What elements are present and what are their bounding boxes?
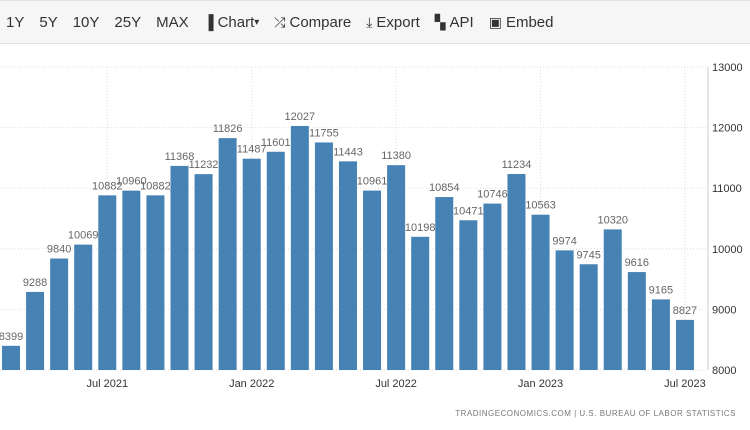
data-label: 11232 [189,159,219,171]
toolbar-label: MAX [156,13,189,31]
grid-icon: ▚ [434,13,446,30]
data-label: 10961 [357,176,388,188]
data-label: 10563 [525,200,556,212]
bar [338,161,357,370]
bar [242,158,261,370]
bar [507,174,526,370]
bar [194,174,213,370]
bar [290,125,309,370]
bar [459,220,478,370]
toolbar-export-button[interactable]: ⤓ Export [366,14,420,31]
bar [387,165,406,370]
x-tick-label: Jul 2021 [86,378,128,390]
toolbar-label: 5Y [39,13,58,31]
data-label: 10882 [92,180,123,192]
bar [314,142,333,370]
bar [363,190,382,370]
download-icon: ⤓ [366,13,373,30]
y-tick-label: 10000 [712,244,743,256]
data-label: 10882 [140,180,171,192]
data-label: 8399 [0,331,23,343]
data-label: 10320 [597,214,628,226]
data-label: 9840 [47,243,71,255]
toolbar-label: Chart [217,13,255,31]
toolbar-label: API [449,13,474,31]
bar [266,151,285,370]
toolbar-label: 1Y [6,13,25,31]
data-label: 10069 [68,230,99,242]
bar [146,195,165,370]
bar [435,197,454,370]
toolbar-embed-button[interactable]: ▣ Embed [489,14,554,31]
bar [675,319,694,370]
y-tick-label: 8000 [712,365,736,377]
toolbar-10y-button[interactable]: 10Y [73,14,100,31]
toolbar-25y-button[interactable]: 25Y [114,14,141,31]
data-label: 9288 [23,277,47,289]
bar [531,214,550,370]
toolbar-max-button[interactable]: MAX [156,14,189,31]
data-label: 10746 [477,189,508,201]
bar [2,345,20,370]
bar [170,165,189,370]
y-tick-label: 12000 [712,123,743,135]
bar [26,291,45,370]
toolbar-label: Embed [505,13,554,31]
data-label: 11601 [261,137,291,149]
data-label: 9974 [552,235,576,247]
shuffle-icon: ⤮ [274,13,286,30]
data-label: 9165 [649,284,673,296]
source-credit: TRADINGECONOMICS.COM | U.S. BUREAU OF LA… [455,409,736,418]
toolbar: 1Y 5Y 10Y 25Y MAX ▐ Chart ▾ ⤮ Compare ⤓ Export ▚ API… [0,0,750,44]
data-label: 11826 [213,123,243,135]
toolbar-5y-button[interactable]: 5Y [39,14,57,31]
bar [74,244,93,370]
data-label: 11443 [333,146,363,158]
x-tick-label: Jul 2023 [664,378,706,390]
caret-down-icon: ▾ [254,16,260,28]
bar [483,203,502,370]
bar-chart: 8000 9000 10000 11000 12000 13000 Jul 2021 Jan … [0,62,743,390]
data-label: 9616 [625,257,649,269]
data-label: 9745 [576,249,600,261]
y-tick-label: 11000 [712,183,742,195]
bar [603,229,622,370]
data-label: 10854 [429,182,460,194]
toolbar-label: Compare [289,13,352,31]
data-label: 8827 [673,305,697,317]
data-label: 11487 [237,144,267,156]
data-label: 11380 [381,150,411,162]
bar [50,258,69,370]
toolbar-label: 10Y [72,13,100,31]
bar [98,195,117,370]
x-tick-label: Jan 2023 [518,378,563,390]
bar [651,299,670,370]
toolbar-label: Export [376,13,420,31]
bar [579,264,598,370]
y-tick-label: 9000 [712,304,736,316]
bar [411,236,430,370]
y-tick-label: 13000 [712,62,743,74]
data-label: 10471 [453,205,484,217]
data-label: 11234 [502,159,532,171]
data-label: 12027 [285,111,316,123]
bar-chart-icon: ▐ [203,14,214,30]
bar [627,272,646,370]
data-label: 10960 [116,176,147,188]
toolbar-api-button[interactable]: ▚ API [435,14,474,31]
x-tick-label: Jan 2022 [229,378,274,390]
toolbar-label: 25Y [114,13,142,31]
bar [122,190,141,370]
data-label: 11368 [165,151,195,163]
data-label: 11755 [309,127,339,139]
toolbar-compare-button[interactable]: ⤮ Compare [274,14,351,31]
data-label: 10198 [405,222,436,234]
x-tick-label: Jul 2022 [375,378,417,390]
bar [218,138,237,370]
toolbar-1y-button[interactable]: 1Y [6,14,24,31]
image-icon: ▣ [488,13,502,30]
toolbar-chart-button[interactable]: ▐ Chart ▾ [204,14,260,31]
bar [555,250,574,370]
